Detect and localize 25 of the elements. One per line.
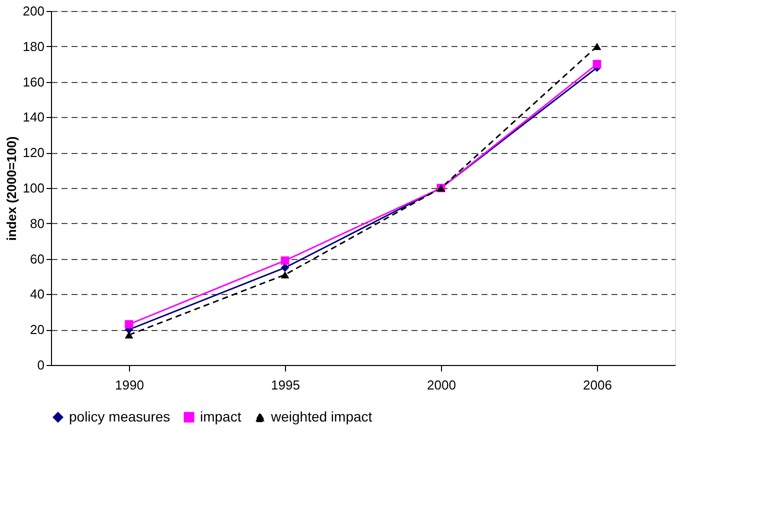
x-tick-label: 1990 <box>115 378 144 392</box>
legend-label: weighted impact <box>270 408 372 424</box>
y-tick-label: 140 <box>22 110 44 125</box>
point <box>124 320 134 328</box>
y-tick-label: 80 <box>30 216 44 231</box>
y-tick-label: 200 <box>22 4 44 18</box>
y-tick-label: 180 <box>22 38 44 54</box>
point <box>592 42 602 50</box>
y-tick-label: 60 <box>30 251 44 266</box>
x-tick-label: 2000 <box>427 378 456 392</box>
y-axis-title: index (2000=100) <box>4 136 19 241</box>
point <box>124 331 134 339</box>
y-tick-label: 0 <box>37 358 44 372</box>
point <box>592 60 602 68</box>
x-tick-label: 2006 <box>583 378 612 392</box>
point <box>280 256 290 265</box>
point <box>280 271 290 278</box>
y-tick-label: 40 <box>30 286 44 302</box>
x-tick-label: 1995 <box>271 378 300 392</box>
legend-label: impact <box>200 408 242 424</box>
y-tick-label: 100 <box>22 180 44 196</box>
y-tick-label: 20 <box>30 322 44 338</box>
y-tick-label: 160 <box>22 74 44 90</box>
legend-label: policy measures <box>69 408 170 424</box>
y-tick-label: 120 <box>22 145 44 160</box>
